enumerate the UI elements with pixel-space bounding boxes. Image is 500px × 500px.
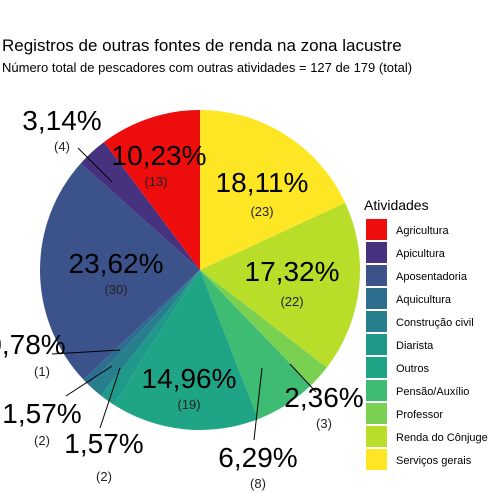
pie-slice-aposentadoria — [39, 163, 200, 380]
slice-count-label: (19) — [177, 397, 200, 412]
pie-slices — [39, 110, 361, 430]
slice-percent-label: 3,14% — [22, 105, 101, 136]
slice-percent-label: 18,11% — [216, 167, 309, 198]
slice-count-label: (2) — [34, 433, 50, 448]
legend-label: Diarista — [396, 340, 434, 352]
legend-swatch — [366, 334, 387, 355]
legend-swatch — [366, 380, 387, 401]
slice-count-label: (8) — [250, 476, 266, 491]
slice-percent-label: 1,57% — [64, 428, 143, 459]
legend-label: Renda do Cônjuge — [396, 432, 488, 444]
legend-swatch — [366, 403, 387, 424]
legend-label: Aposentadoria — [396, 271, 468, 283]
pie-slice-professor — [200, 270, 327, 386]
pie-slice-aquicultura — [83, 270, 200, 386]
pie-slice-outros — [113, 270, 259, 430]
chart-subtitle: Número total de pescadores com outras at… — [2, 60, 412, 75]
slice-percent-label: 0,78% — [0, 329, 66, 360]
slice-percent-label: 10,23% — [112, 140, 207, 171]
legend-swatch — [366, 242, 387, 263]
legend-swatch — [366, 426, 387, 447]
slice-labels: 18,11% (23) 17,32% (22) 2,36% (3) 6,29% (8) 14,9… — [0, 105, 364, 491]
leader-line — [51, 349, 121, 355]
pie-slice-constru-o-civil — [88, 270, 200, 396]
legend-label: Agricultura — [396, 225, 449, 237]
slice-percent-label: 2,36% — [284, 382, 363, 413]
legend-swatch — [366, 449, 387, 470]
slice-percent-label: 23,62% — [69, 248, 164, 279]
legend-swatch — [366, 265, 387, 286]
legend-label: Aquicultura — [396, 294, 452, 306]
pie-slice-agricultura — [104, 110, 200, 270]
pie-slice-apicultura — [80, 141, 200, 270]
legend-swatch — [366, 357, 387, 378]
slice-percent-label: 6,29% — [218, 442, 297, 473]
leader-line — [99, 367, 121, 429]
pie-slice-diarista — [100, 270, 200, 405]
legend-swatch — [366, 288, 387, 309]
slice-count-label: (3) — [316, 416, 332, 431]
slice-count-label: (23) — [250, 204, 273, 219]
legend-title: Atividades — [364, 197, 429, 213]
slice-percent-label: 1,57% — [2, 398, 81, 429]
slice-count-label: (30) — [104, 282, 127, 297]
pie-slice-pens-o-aux-lio — [200, 270, 312, 420]
slice-count-label: (1) — [34, 364, 50, 379]
chart-title: Registros de outras fontes de renda na z… — [2, 36, 402, 55]
slice-percent-label: 17,32% — [245, 256, 340, 287]
slice-percent-label: 14,96% — [142, 363, 237, 394]
legend-label: Professor — [396, 409, 443, 421]
legend-label: Outros — [396, 363, 430, 375]
leader-line — [289, 363, 317, 393]
leader-lines — [51, 147, 317, 441]
slice-count-label: (13) — [144, 174, 167, 189]
legend-swatch — [366, 219, 387, 240]
pie-slice-servi-os-gerais — [200, 110, 346, 270]
leader-line — [253, 367, 263, 441]
slice-count-label: (22) — [280, 294, 303, 309]
legend-label: Apicultura — [396, 248, 446, 260]
legend-label: Serviços gerais — [396, 455, 472, 467]
legend: Agricultura Apicultura Aposentadoria Aquicu… — [366, 219, 488, 470]
pie-slice-renda-do-c-njuge — [200, 202, 361, 368]
legend-label: Pensão/Auxílio — [396, 386, 469, 398]
slice-count-label: (2) — [96, 469, 112, 484]
leader-line — [65, 365, 113, 397]
leader-line — [77, 147, 113, 183]
slice-count-label: (4) — [54, 139, 70, 154]
legend-swatch — [366, 311, 387, 332]
legend-label: Construção civil — [396, 317, 474, 329]
